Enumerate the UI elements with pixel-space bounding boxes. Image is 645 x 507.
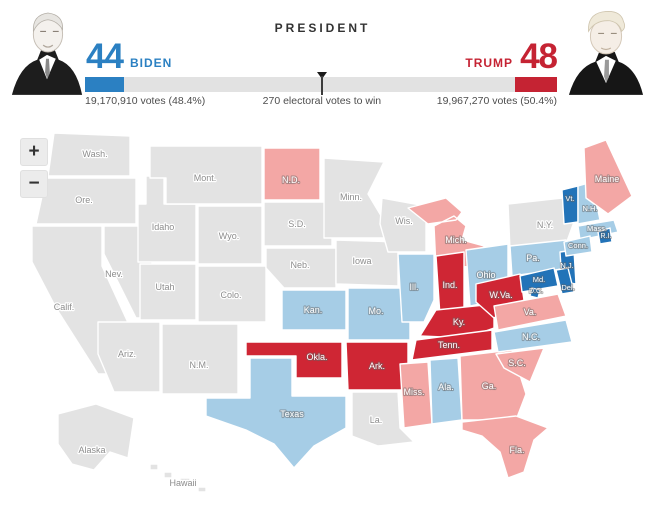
state-fla[interactable] bbox=[461, 415, 549, 479]
state-ri[interactable] bbox=[597, 227, 613, 245]
state-nm[interactable] bbox=[161, 323, 239, 395]
state-nd[interactable] bbox=[263, 147, 321, 201]
state-wyo[interactable] bbox=[197, 205, 263, 265]
state-ind[interactable] bbox=[435, 251, 465, 317]
state-mo[interactable] bbox=[347, 287, 411, 341]
trump-bar-segment bbox=[514, 77, 557, 92]
trump-votes-caption: 19,967,270 votes (50.4%) bbox=[436, 95, 557, 107]
state-kan[interactable] bbox=[281, 289, 347, 331]
state-okla[interactable] bbox=[245, 341, 343, 379]
state-ala[interactable] bbox=[429, 357, 463, 425]
state-sd[interactable] bbox=[263, 201, 333, 247]
trump-portrait-image bbox=[568, 11, 644, 95]
state-idaho[interactable] bbox=[137, 175, 197, 263]
state-tenn[interactable] bbox=[411, 329, 493, 361]
state-miss[interactable] bbox=[399, 361, 433, 429]
biden-votes-caption: 19,170,910 votes (48.4%) bbox=[85, 95, 206, 107]
state-neb[interactable] bbox=[265, 247, 337, 289]
zoom-in-button[interactable]: + bbox=[20, 138, 48, 166]
state-md[interactable] bbox=[519, 267, 559, 293]
state-iowa[interactable] bbox=[335, 239, 399, 287]
marker-triangle-icon bbox=[316, 72, 327, 79]
state-mont[interactable] bbox=[149, 145, 263, 205]
state-ct[interactable] bbox=[563, 235, 593, 257]
trump-portrait bbox=[567, 4, 645, 96]
map-panel: Wash. Ore. Calif. Nev. Idaho Mont. Wyo. Utah Col… bbox=[0, 112, 645, 507]
state-la[interactable] bbox=[351, 391, 415, 447]
state-ariz[interactable] bbox=[97, 321, 161, 393]
biden-name-label: BIDEN bbox=[129, 55, 173, 70]
biden-portrait-image bbox=[11, 12, 83, 95]
state-mass[interactable] bbox=[577, 219, 619, 241]
zoom-out-button[interactable]: − bbox=[20, 170, 48, 198]
trump-name-label: TRUMP bbox=[465, 55, 514, 70]
biden-electoral-votes: 44 bbox=[86, 37, 124, 76]
biden-portrait bbox=[8, 4, 86, 96]
state-dc[interactable] bbox=[529, 287, 541, 299]
state-wash[interactable] bbox=[47, 132, 131, 177]
trump-score: TRUMP 48 bbox=[465, 37, 558, 76]
state-vt[interactable] bbox=[561, 185, 579, 225]
state-texas[interactable] bbox=[205, 357, 347, 469]
state-hawaii[interactable] bbox=[149, 463, 207, 493]
header: PRESIDENT 44 BIDEN TRUMP 48 19,170,910 v… bbox=[0, 0, 645, 112]
state-sc[interactable] bbox=[495, 347, 545, 383]
biden-bar-segment bbox=[85, 77, 124, 92]
marker-stem bbox=[320, 76, 323, 95]
state-minn[interactable] bbox=[323, 157, 387, 239]
state-ill[interactable] bbox=[397, 253, 435, 323]
state-ark[interactable] bbox=[345, 341, 409, 391]
us-choropleth-map: Wash.Ore.Calif.Nev.IdahoMont.Wyo.UtahCol… bbox=[31, 132, 633, 493]
electoral-vote-bar bbox=[85, 72, 557, 95]
state-ore[interactable] bbox=[35, 177, 137, 225]
state-colo[interactable] bbox=[197, 265, 267, 323]
trump-electoral-votes: 48 bbox=[520, 37, 558, 76]
state-ny[interactable] bbox=[507, 197, 575, 251]
state-nc[interactable] bbox=[493, 319, 573, 353]
state-utah[interactable] bbox=[139, 263, 197, 321]
biden-score: 44 BIDEN bbox=[86, 37, 173, 76]
state-alaska[interactable] bbox=[57, 403, 135, 471]
state-maine[interactable] bbox=[583, 139, 633, 215]
page-title: PRESIDENT bbox=[274, 21, 371, 35]
threshold-caption: 270 electoral votes to win bbox=[262, 95, 382, 107]
state-de[interactable] bbox=[555, 267, 575, 295]
bar-captions: 19,170,910 votes (48.4%) 19,967,270 vote… bbox=[85, 95, 557, 109]
